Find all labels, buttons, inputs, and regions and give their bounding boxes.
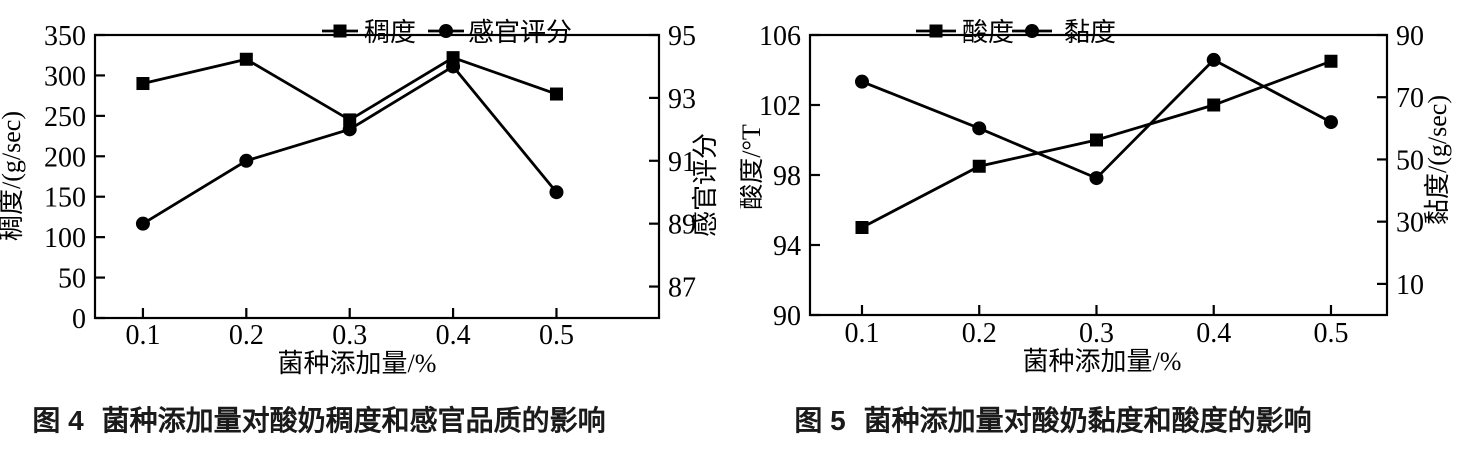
fig5-right-axis-title: 黏度/(g/sec) — [1423, 95, 1452, 225]
fig5-left-axis-title: 酸度/°T — [740, 124, 766, 210]
fig5-right-axis-tick-label: 50 — [1396, 145, 1424, 176]
fig5-left-axis-tick-label: 94 — [773, 231, 801, 262]
fig5-left-axis-tick-label: 102 — [759, 91, 801, 122]
fig5-legend-circle-marker — [1025, 24, 1039, 38]
fig4-caption-number: 图 4 — [32, 405, 84, 436]
fig4-left-axis-tick-label: 350 — [44, 21, 86, 52]
fig4-series-circle-marker — [446, 59, 461, 74]
fig5-right-axis-tick-label: 70 — [1396, 83, 1424, 114]
fig5-series-circle-marker — [1206, 52, 1221, 67]
fig4-left-axis-tick-label: 200 — [44, 142, 86, 173]
fig5-legend-square-marker — [929, 24, 943, 38]
fig4-x-axis-tick-label: 0.3 — [332, 320, 367, 351]
fig4-legend-circle-marker — [439, 24, 453, 38]
fig5-caption-number: 图 5 — [794, 405, 846, 436]
fig4-right-axis-tick-label: 87 — [668, 273, 696, 304]
fig5-left-axis-tick-label: 90 — [773, 301, 801, 332]
fig4-left-axis-tick-label: 300 — [44, 61, 86, 92]
fig5-x-axis-title: 菌种添加量/% — [1023, 347, 1182, 376]
fig4-plot-frame — [93, 33, 661, 320]
fig5-series-square-marker — [1207, 98, 1221, 112]
fig4-series-circle-marker — [549, 185, 564, 200]
fig5-x-axis-tick-label: 0.4 — [1196, 318, 1231, 349]
fig5-series-circle-marker — [1323, 115, 1338, 130]
fig4-left-axis-tick-label: 50 — [58, 264, 86, 295]
fig5-x-axis-tick-label: 0.1 — [844, 318, 879, 349]
fig5-line-chart: 90 94 98 102 106 10 30 50 70 90 0.1 0.2 0.3 0.4 0.5 酸度/… — [740, 18, 1452, 376]
fig5-x-axis-tick-label: 0.2 — [962, 318, 997, 349]
fig4-x-axis-tick-label: 0.5 — [539, 320, 574, 351]
fig4-left-axis-tick-label: 150 — [44, 183, 86, 214]
fig4-left-axis-tick-label: 100 — [44, 223, 86, 254]
fig5-legend-label: 酸度 — [962, 18, 1014, 47]
fig4-line-chart: 0 50 100 150 200 250 300 350 87 89 91 93 95 0.1 0.2 0.3… — [0, 18, 720, 378]
fig5-series-circle-line — [861, 58, 1332, 180]
fig4-right-axis-tick-label: 95 — [668, 21, 696, 52]
fig4-series-square-marker — [549, 87, 563, 101]
fig4-legend-label: 稠度 — [364, 18, 416, 47]
fig4-right-axis-title: 感官评分 — [691, 133, 720, 237]
fig4-left-axis-tick-label: 250 — [44, 102, 86, 133]
fig5-series-square-marker — [1089, 133, 1103, 147]
fig4-series-square-line — [142, 56, 557, 122]
fig5-left-axis-tick-label: 98 — [773, 161, 801, 192]
fig4-series-circle-line — [142, 64, 558, 225]
fig4-x-axis-tick-label: 0.4 — [436, 320, 471, 351]
fig5-right-axis-tick-label: 30 — [1396, 208, 1424, 239]
fig4-series-square-marker — [239, 52, 253, 66]
fig4-caption-text: 菌种添加量对酸奶稠度和感官品质的影响 — [101, 405, 606, 436]
fig4-right-axis-tick-label: 93 — [668, 84, 696, 115]
fig5-legend-label: 黏度 — [1064, 18, 1116, 47]
fig5-left-axis-tick-label: 106 — [759, 21, 801, 52]
fig4-caption: 图 4 菌种添加量对酸奶稠度和感官品质的影响 — [32, 399, 605, 439]
fig4-legend-square-marker — [333, 24, 347, 38]
fig5-series-square-marker — [972, 159, 986, 173]
fig5-series-square-marker — [855, 221, 869, 234]
fig5-caption-text: 菌种添加量对酸奶黏度和酸度的影响 — [863, 405, 1312, 436]
fig5-series-circle-marker — [1089, 171, 1104, 186]
fig5-series-square-marker — [1324, 54, 1338, 68]
fig5-series-circle-marker — [972, 121, 987, 136]
fig4-right-axis-tick-label: 91 — [668, 147, 696, 178]
fig4-left-axis-title: 稠度/(g/sec) — [0, 111, 26, 241]
fig4-legend-label: 感官评分 — [468, 18, 572, 47]
fig4-series-circle-marker — [342, 122, 357, 137]
fig4-x-axis-tick-label: 0.2 — [229, 320, 264, 351]
fig4-series-circle-marker — [239, 153, 254, 168]
fig4-right-axis-tick-label: 89 — [668, 210, 696, 241]
fig4-x-axis-title: 菌种添加量/% — [278, 349, 437, 378]
fig4-series-square-marker — [136, 77, 150, 91]
fig5-right-axis-tick-label: 10 — [1396, 270, 1424, 301]
fig5-right-axis-tick-label: 90 — [1396, 21, 1424, 52]
fig5-x-axis-tick-label: 0.3 — [1079, 318, 1114, 349]
fig4-x-axis-tick-label: 0.1 — [125, 320, 160, 351]
fig5-caption: 图 5 菌种添加量对酸奶黏度和酸度的影响 — [794, 399, 1311, 439]
fig4-left-axis-tick-label: 0 — [72, 304, 86, 335]
fig5-series-circle-marker — [854, 74, 869, 89]
fig5-x-axis-tick-label: 0.5 — [1313, 318, 1348, 349]
fig4-series-circle-marker — [135, 216, 150, 231]
